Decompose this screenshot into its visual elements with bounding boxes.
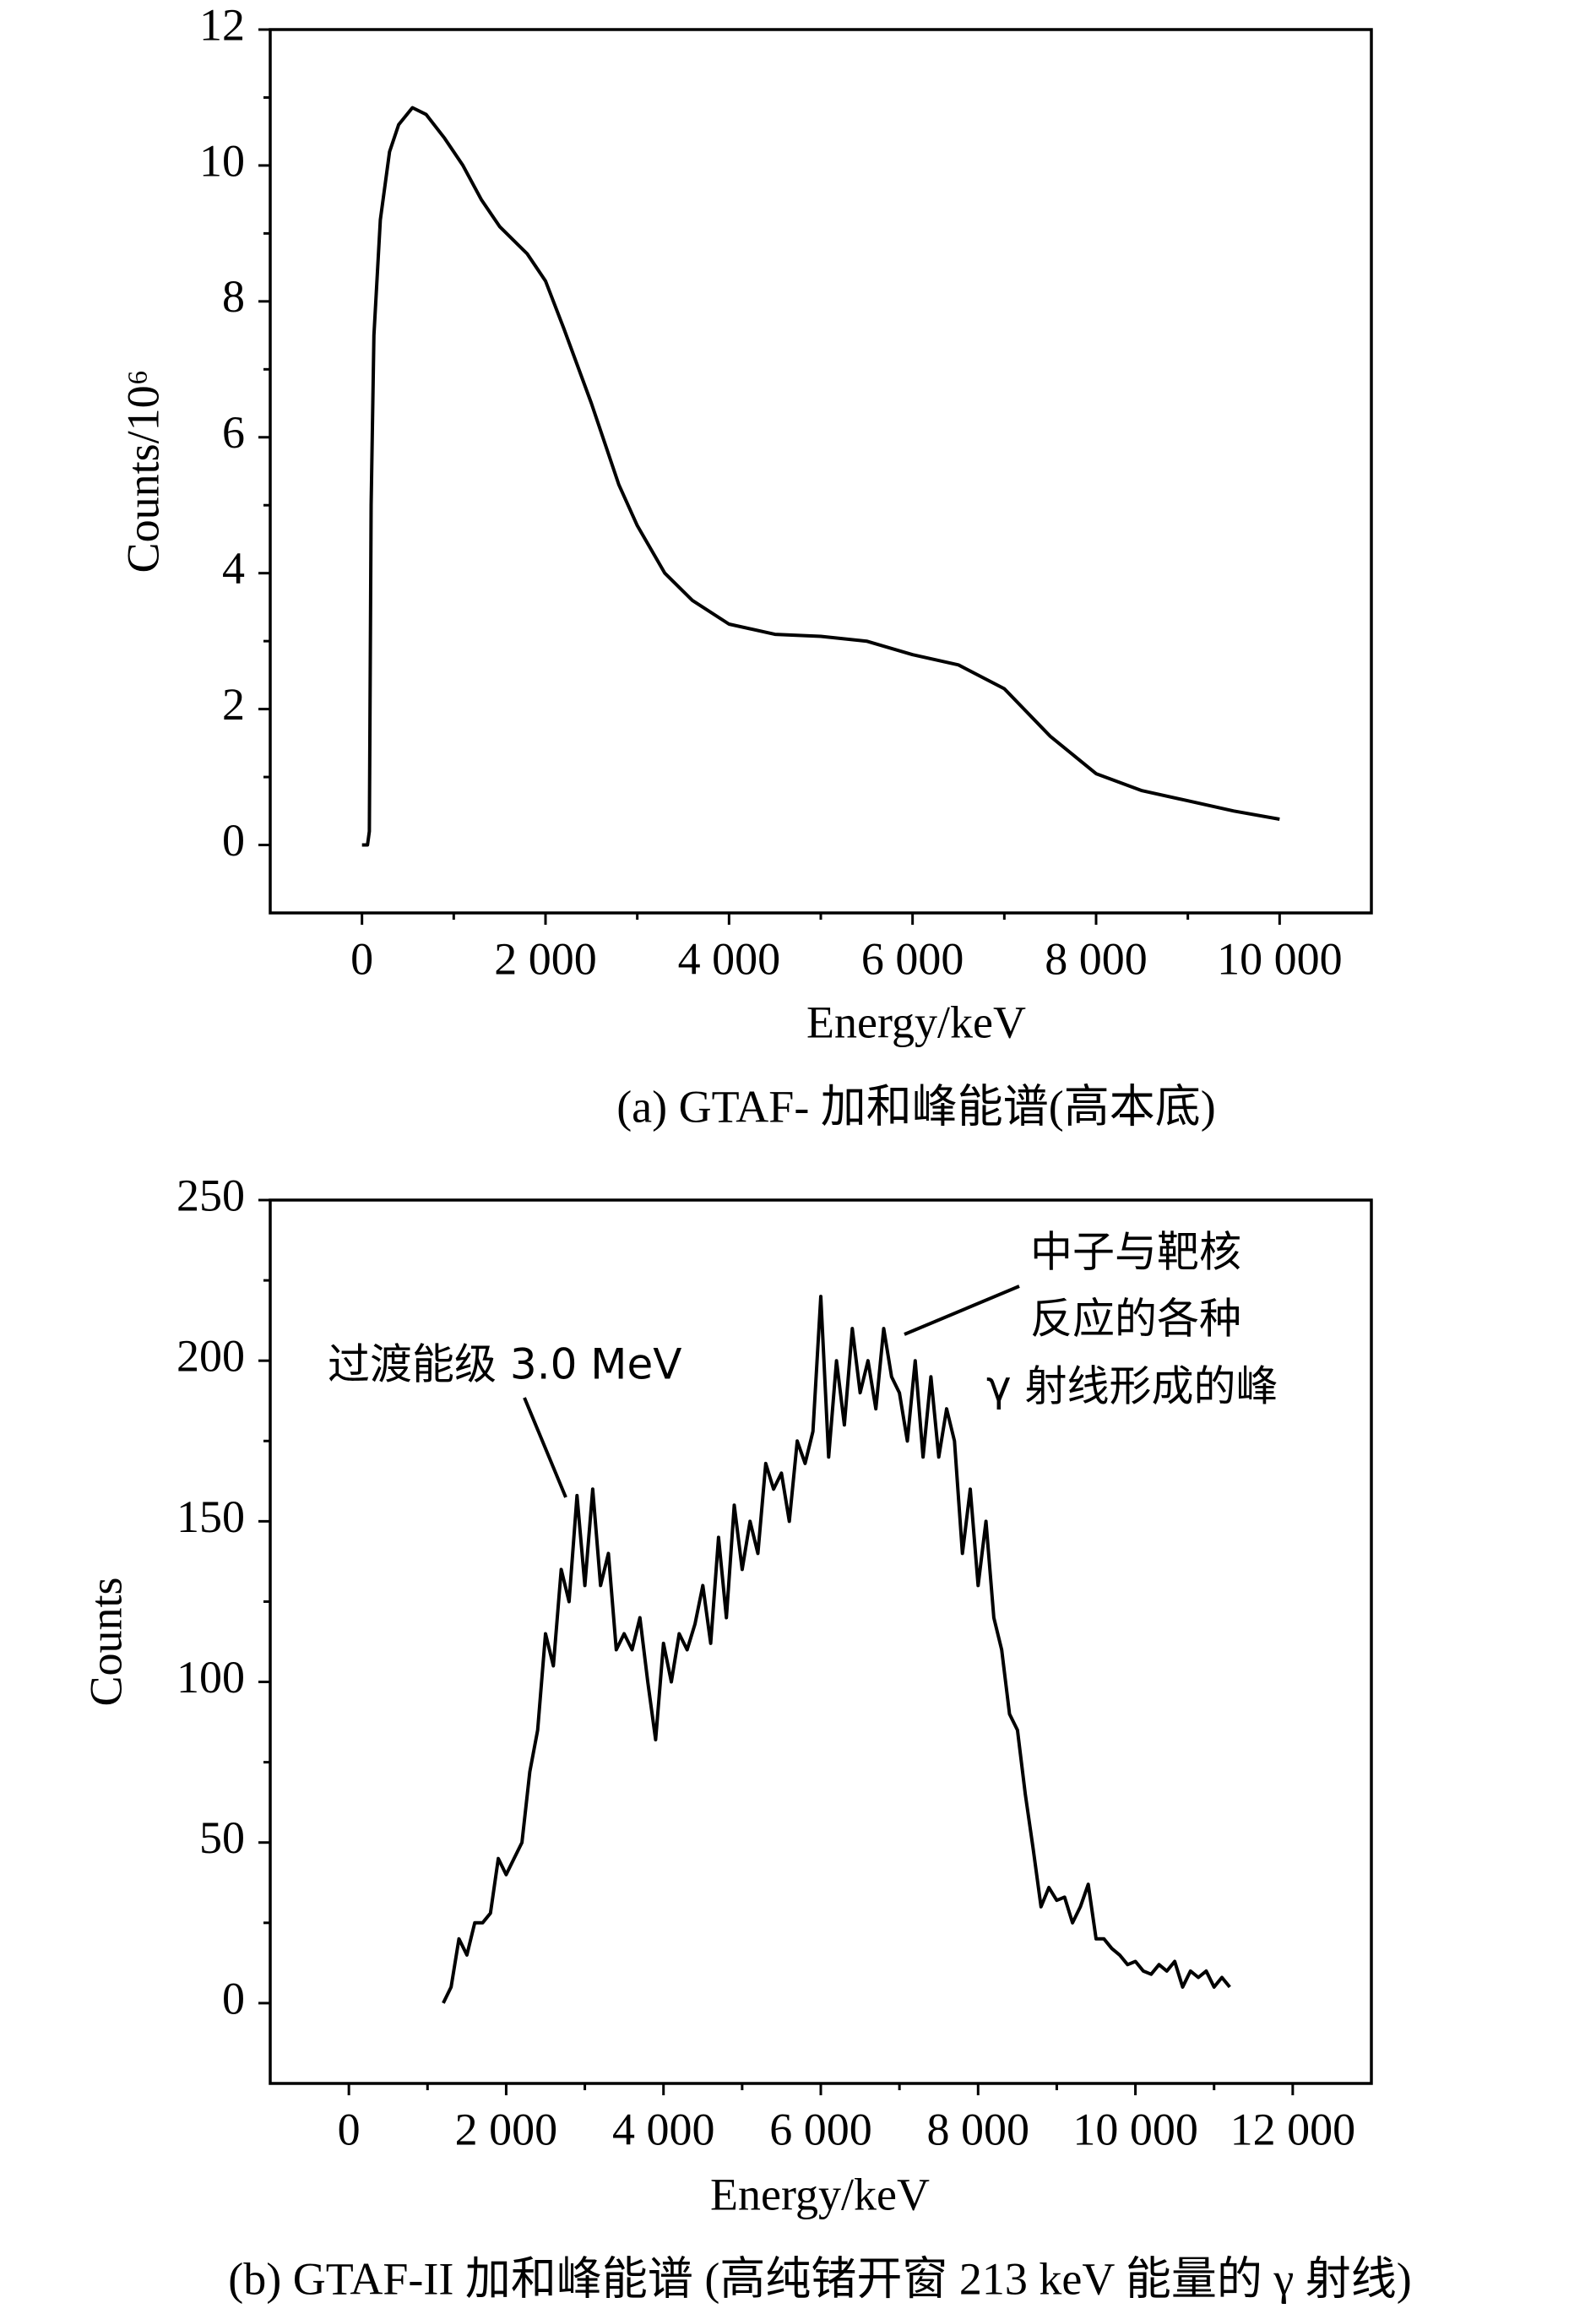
x-tick-label: 10 000 — [1217, 933, 1343, 984]
data-line — [442, 1295, 1231, 2004]
annotation: 过渡能级 3.0 MeV — [328, 1340, 681, 1389]
y-tick-label: 0 — [222, 1973, 245, 2023]
x-tick-label: 2 000 — [455, 2104, 558, 2154]
annotation: 反应的各种 — [1030, 1295, 1241, 1344]
annotation-line — [523, 1397, 567, 1498]
y-tick-label: 100 — [176, 1652, 245, 1703]
x-tick-label: 4 000 — [612, 2104, 715, 2154]
x-tick-label: 12 000 — [1230, 2104, 1356, 2154]
x-tick-label: 0 — [350, 933, 373, 984]
x-tick-label: 4 000 — [678, 933, 781, 984]
annotation-line — [904, 1285, 1020, 1336]
plot-frame — [269, 28, 1373, 915]
y-tick-label: 0 — [222, 815, 245, 866]
annotation: γ 射线形成的峰 — [986, 1362, 1278, 1411]
x-axis-label: Energy/keV — [806, 997, 1026, 1047]
x-tick-label: 0 — [338, 2104, 361, 2154]
y-tick-label: 4 — [222, 543, 245, 594]
y-tick-label: 8 — [222, 271, 245, 322]
caption: (b) GTAF-II 加和峰能谱 (高纯锗开窗 213 keV 能量的 γ 射… — [228, 2253, 1411, 2304]
y-axis-label: Counts/10⁶ — [117, 370, 168, 573]
x-tick-label: 6 000 — [861, 933, 964, 984]
y-tick-label: 2 — [222, 679, 245, 730]
y-tick-label: 150 — [176, 1491, 245, 1542]
annotation: 中子与靶核 — [1030, 1228, 1241, 1277]
y-tick-label: 250 — [176, 1170, 245, 1220]
y-axis-label: Counts — [80, 1577, 131, 1706]
y-tick-label: 6 — [222, 407, 245, 458]
data-line — [361, 106, 1280, 847]
caption: (a) GTAF- 加和峰能谱(高本底) — [616, 1081, 1216, 1132]
x-axis-label: Energy/keV — [710, 2169, 930, 2219]
x-tick-label: 6 000 — [769, 2104, 872, 2154]
x-tick-label: 2 000 — [494, 933, 597, 984]
x-tick-label: 10 000 — [1072, 2104, 1198, 2154]
y-tick-label: 50 — [199, 1812, 245, 1863]
x-tick-label: 8 000 — [927, 2104, 1030, 2154]
y-tick-label: 10 — [199, 135, 245, 186]
x-tick-label: 8 000 — [1045, 933, 1148, 984]
y-tick-label: 200 — [176, 1331, 245, 1382]
y-tick-label: 12 — [199, 0, 245, 50]
